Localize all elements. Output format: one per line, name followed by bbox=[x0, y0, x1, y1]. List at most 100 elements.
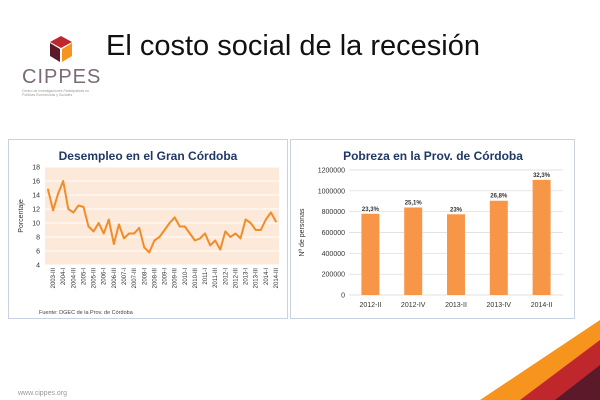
data-point bbox=[47, 188, 49, 191]
data-point bbox=[72, 211, 75, 214]
bar-data-label: 23,3% bbox=[362, 207, 380, 213]
x-tick-label: 2014-I bbox=[264, 268, 270, 285]
data-point bbox=[183, 225, 186, 228]
x-tick-label: 2004-I bbox=[61, 268, 67, 285]
data-point bbox=[97, 222, 100, 224]
x-tick-label: 2012-I bbox=[223, 268, 229, 285]
data-point bbox=[234, 232, 237, 235]
y-tick-label: 18 bbox=[32, 165, 40, 172]
y-tick-label: 8 bbox=[36, 235, 40, 242]
x-tick-label: 2013-II bbox=[445, 302, 467, 309]
bar-data-label: 25,1% bbox=[405, 201, 423, 207]
data-point bbox=[128, 232, 130, 235]
unemployment-chart-panel: Desempleo en el Gran Córdoba 4 6 8 10 12 14 16 1… bbox=[8, 139, 288, 319]
data-point bbox=[254, 229, 257, 231]
data-point bbox=[270, 211, 272, 214]
data-point bbox=[82, 206, 85, 208]
bar-data-label: 32,3% bbox=[533, 173, 551, 179]
poverty-chart-panel: Pobreza en la Prov. de Córdoba 0 200000 400… bbox=[290, 139, 575, 319]
data-point bbox=[148, 251, 151, 254]
data-point bbox=[87, 225, 90, 228]
y-tick-label: 16 bbox=[32, 179, 40, 186]
x-tick-label: 2006-III bbox=[112, 268, 118, 289]
y-tick-label: 200000 bbox=[322, 272, 345, 279]
y-tick-label: 400000 bbox=[322, 251, 345, 258]
data-point bbox=[67, 208, 70, 210]
x-tick-label: 2009-I bbox=[163, 268, 169, 285]
unemployment-line bbox=[47, 180, 277, 254]
data-point bbox=[214, 239, 217, 242]
y-tick-label: 6 bbox=[36, 249, 40, 256]
data-point bbox=[52, 209, 54, 212]
data-point bbox=[102, 232, 105, 235]
poverty-bar bbox=[489, 200, 508, 295]
y-tick-label: 1000000 bbox=[318, 188, 345, 195]
data-point bbox=[264, 218, 267, 221]
data-point bbox=[194, 239, 196, 242]
data-point bbox=[229, 236, 232, 238]
dark-corner-shape bbox=[555, 365, 600, 400]
y-tick-label: 800000 bbox=[322, 209, 345, 216]
x-tick-label: 2007-I bbox=[122, 268, 128, 285]
data-point bbox=[178, 225, 181, 228]
data-point bbox=[133, 232, 136, 235]
data-point bbox=[77, 204, 80, 207]
slide-title: El costo social de la recesión bbox=[106, 30, 480, 62]
data-point bbox=[244, 218, 247, 221]
x-tick-label: 2013-IV bbox=[487, 302, 512, 309]
data-point bbox=[163, 229, 166, 231]
x-tick-label: 2009-III bbox=[173, 268, 179, 289]
y-tick-label: 14 bbox=[32, 193, 40, 200]
data-point bbox=[138, 227, 141, 229]
y-tick-label: 4 bbox=[36, 263, 40, 270]
data-point bbox=[123, 237, 125, 240]
x-tick-label: 2011-III bbox=[213, 268, 219, 288]
unemployment-line-chart: Desempleo en el Gran Córdoba 4 6 8 10 12 14 16 1… bbox=[18, 149, 280, 316]
y-tick-label: 0 bbox=[341, 293, 345, 300]
x-tick-label: 2007-III bbox=[132, 268, 138, 289]
x-tick-label: 2013-I bbox=[244, 268, 250, 285]
data-point bbox=[118, 223, 120, 226]
y-axis-label: Nº de personas bbox=[299, 208, 306, 257]
data-point bbox=[158, 236, 161, 238]
x-tick-label: 2006-I bbox=[102, 268, 108, 285]
source-note: Fuente: DGEC de la Prov. de Córdoba bbox=[39, 310, 134, 316]
x-tick-label: 2014-II bbox=[531, 302, 553, 309]
x-tick-label: 2008-I bbox=[142, 268, 148, 285]
data-point bbox=[239, 237, 242, 240]
poverty-bar bbox=[532, 179, 551, 295]
x-tick-label: 2013-III bbox=[254, 268, 260, 289]
y-tick-label: 12 bbox=[32, 207, 40, 214]
logo-text: CIPPES bbox=[22, 66, 102, 88]
x-tick-label: 2005-I bbox=[81, 268, 87, 285]
x-tick-label: 2012-III bbox=[233, 268, 239, 289]
data-point bbox=[143, 246, 146, 249]
data-point bbox=[92, 230, 95, 233]
data-point bbox=[249, 222, 252, 224]
data-point bbox=[188, 232, 191, 235]
data-point bbox=[219, 248, 222, 251]
x-tick-label: 2012-II bbox=[360, 302, 382, 309]
x-tick-label: 2011-I bbox=[203, 268, 209, 285]
poverty-bar bbox=[404, 207, 423, 295]
data-point bbox=[259, 229, 262, 231]
y-axis-label: Porcentaje bbox=[18, 199, 25, 233]
poverty-chart-title: Pobreza en la Prov. de Córdoba bbox=[343, 149, 523, 163]
data-point bbox=[107, 218, 110, 221]
x-tick-label: 2005-III bbox=[92, 268, 98, 289]
data-point bbox=[173, 216, 176, 219]
poverty-bar bbox=[361, 213, 380, 295]
x-tick-label: 2004-III bbox=[71, 268, 77, 289]
x-tick-label: 2012-IV bbox=[401, 302, 426, 309]
y-tick-label: 1200000 bbox=[318, 168, 345, 175]
data-point bbox=[112, 243, 115, 245]
data-point bbox=[62, 180, 65, 182]
poverty-bar-chart: Pobreza en la Prov. de Córdoba 0 200000 400… bbox=[299, 149, 563, 309]
corner-decoration bbox=[480, 320, 600, 400]
data-point bbox=[199, 237, 201, 240]
cippes-cube-icon bbox=[50, 36, 72, 62]
x-tick-label: 2014-III bbox=[274, 268, 280, 289]
bar-data-label: 23% bbox=[450, 207, 463, 213]
x-tick-label: 2003-III bbox=[51, 268, 57, 289]
data-point bbox=[224, 230, 227, 233]
